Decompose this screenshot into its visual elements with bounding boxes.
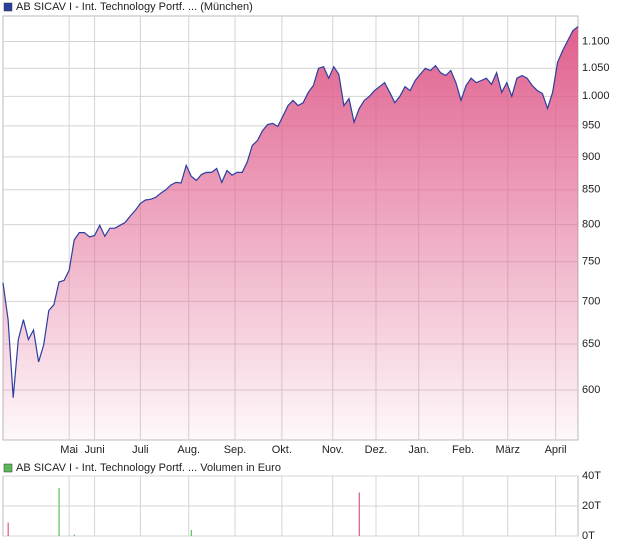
price-line <box>2 26 579 398</box>
legend-swatch <box>3 463 13 473</box>
y-tick-label: 850 <box>582 184 600 196</box>
y-tick-label: 40T <box>582 470 601 482</box>
x-tick-label: Juli <box>132 444 149 456</box>
volume-bar <box>73 534 75 536</box>
x-tick-label: Dez. <box>365 444 388 456</box>
y-tick-label: 600 <box>582 384 600 396</box>
y-tick-label: 1.100 <box>582 35 610 47</box>
legend-label: AB SICAV I - Int. Technology Portf. ... … <box>16 462 281 474</box>
volume-bar <box>358 492 360 536</box>
x-tick-label: März <box>496 444 520 456</box>
x-tick-label: Feb. <box>452 444 474 456</box>
x-tick-label: Nov. <box>322 444 344 456</box>
volume-bar <box>7 522 9 536</box>
legend-swatch <box>3 2 13 12</box>
volume-bar <box>190 530 192 536</box>
y-tick-label: 800 <box>582 219 600 231</box>
y-tick-label: 0T <box>582 530 595 542</box>
volume-bar <box>58 488 60 536</box>
y-tick-label: 20T <box>582 500 601 512</box>
x-tick-label: Jan. <box>408 444 429 456</box>
y-tick-label: 650 <box>582 338 600 350</box>
y-tick-label: 950 <box>582 120 600 132</box>
legend-label: AB SICAV I - Int. Technology Portf. ... … <box>16 1 253 13</box>
x-tick-label: Aug. <box>177 444 200 456</box>
x-tick-label: Okt. <box>272 444 292 456</box>
y-tick-label: 700 <box>582 295 600 307</box>
x-tick-label: Juni <box>84 444 104 456</box>
x-tick-label: April <box>545 444 567 456</box>
y-tick-label: 1.000 <box>582 90 610 102</box>
y-tick-label: 900 <box>582 151 600 163</box>
y-tick-label: 1.050 <box>582 62 610 74</box>
y-tick-label: 750 <box>582 256 600 268</box>
volume-chart: AB SICAV I - Int. Technology Portf. ... … <box>2 462 601 542</box>
x-tick-label: Mai <box>60 444 78 456</box>
area-fill <box>3 26 578 440</box>
price-chart: AB SICAV I - Int. Technology Portf. ... … <box>2 1 610 456</box>
x-tick-label: Sep. <box>224 444 247 456</box>
